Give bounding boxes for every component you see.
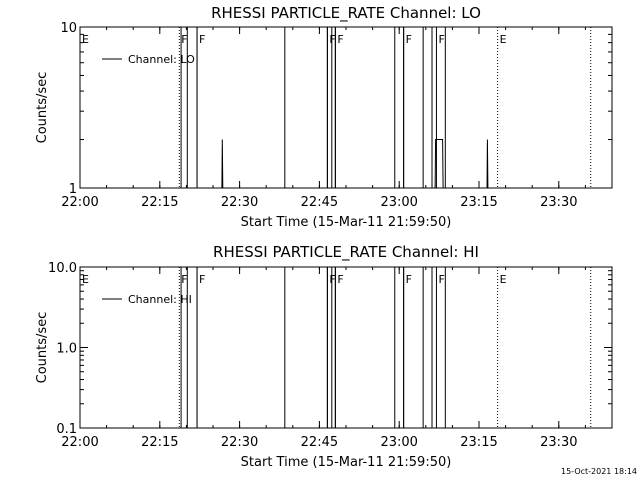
chart-0-flag-label-1: F xyxy=(181,33,187,46)
chart-0-flag-label-7: E xyxy=(500,33,507,46)
chart-1-x-tick-label-0: 22:00 xyxy=(61,435,98,450)
chart-0-flag-label-3: F xyxy=(329,33,335,46)
chart-0-flag-label-5: F xyxy=(406,33,412,46)
chart-1-flag-label-3: F xyxy=(329,273,335,286)
chart-1-title: RHESSI PARTICLE_RATE Channel: HI xyxy=(213,243,479,262)
chart-0-flag-label-4: F xyxy=(337,33,343,46)
chart-0-series-line-0-2 xyxy=(486,139,489,189)
chart-1-flag-label-1: F xyxy=(181,273,187,286)
chart-0-y-tick-label-0: 1 xyxy=(69,182,77,197)
chart-1-x-tick-label-2: 22:30 xyxy=(221,435,258,450)
chart-0-x-tick-label-2: 22:30 xyxy=(221,195,258,210)
generation-timestamp: 15-Oct-2021 18:14 xyxy=(561,467,637,476)
chart-1-y-tick-label-1: 1.0 xyxy=(56,342,77,357)
chart-1-flag-label-5: F xyxy=(406,273,412,286)
chart-1-x-tick-label-4: 23:00 xyxy=(380,435,417,450)
chart-0-x-tick-label-1: 22:15 xyxy=(141,195,178,210)
chart-0-x-tick-label-4: 23:00 xyxy=(380,195,417,210)
chart-1-y-axis-label: Counts/sec xyxy=(35,312,50,384)
chart-0-x-tick-label-0: 22:00 xyxy=(61,195,98,210)
chart-1-y-tick-label-2: 10.0 xyxy=(48,261,77,276)
chart-1-x-tick-label-6: 23:30 xyxy=(540,435,577,450)
chart-0-x-tick-label-5: 23:15 xyxy=(460,195,497,210)
chart-1-x-tick-label-1: 22:15 xyxy=(141,435,178,450)
chart-0-series-line-0-1 xyxy=(434,139,444,189)
chart-1-flag-label-6: F xyxy=(438,273,444,286)
chart-0-flag-label-6: F xyxy=(438,33,444,46)
chart-0-y-axis-label: Counts/sec xyxy=(35,72,50,144)
chart-1-flag-label-2: F xyxy=(199,273,205,286)
chart-1-axes-frame xyxy=(79,266,613,429)
chart-0-x-tick-label-6: 23:30 xyxy=(540,195,577,210)
chart-1-flag-label-7: E xyxy=(500,273,507,286)
chart-1-flag-label-4: F xyxy=(337,273,343,286)
chart-0-legend-label-0: Channel: LO xyxy=(128,53,195,66)
chart-0-x-tick-label-3: 22:45 xyxy=(301,195,338,210)
chart-1-y-tick-label-0: 0.1 xyxy=(56,422,77,437)
chart-0-title: RHESSI PARTICLE_RATE Channel: LO xyxy=(211,4,481,23)
chart-panel-hi: RHESSI PARTICLE_RATE Channel: HI 22:00 22:… xyxy=(35,243,613,470)
chart-0-y-tick-label-1: 10 xyxy=(60,21,77,36)
chart-1-x-axis-label: Start Time (15-Mar-11 21:59:50) xyxy=(241,455,452,470)
chart-0-series-line-0-0 xyxy=(221,139,224,189)
chart-1-flag-label-0: E xyxy=(82,273,89,286)
chart-0-flag-label-0: E xyxy=(82,33,89,46)
chart-1-legend-label-0: Channel: HI xyxy=(128,293,192,306)
chart-1-x-tick-label-3: 22:45 xyxy=(301,435,338,450)
chart-0-axes-frame xyxy=(79,26,613,189)
chart-0-flag-label-2: F xyxy=(199,33,205,46)
chart-panel-lo: RHESSI PARTICLE_RATE Channel: LO 22:00 22:… xyxy=(35,4,613,230)
chart-1-x-tick-label-5: 23:15 xyxy=(460,435,497,450)
chart-0-x-axis-label: Start Time (15-Mar-11 21:59:50) xyxy=(241,215,452,230)
